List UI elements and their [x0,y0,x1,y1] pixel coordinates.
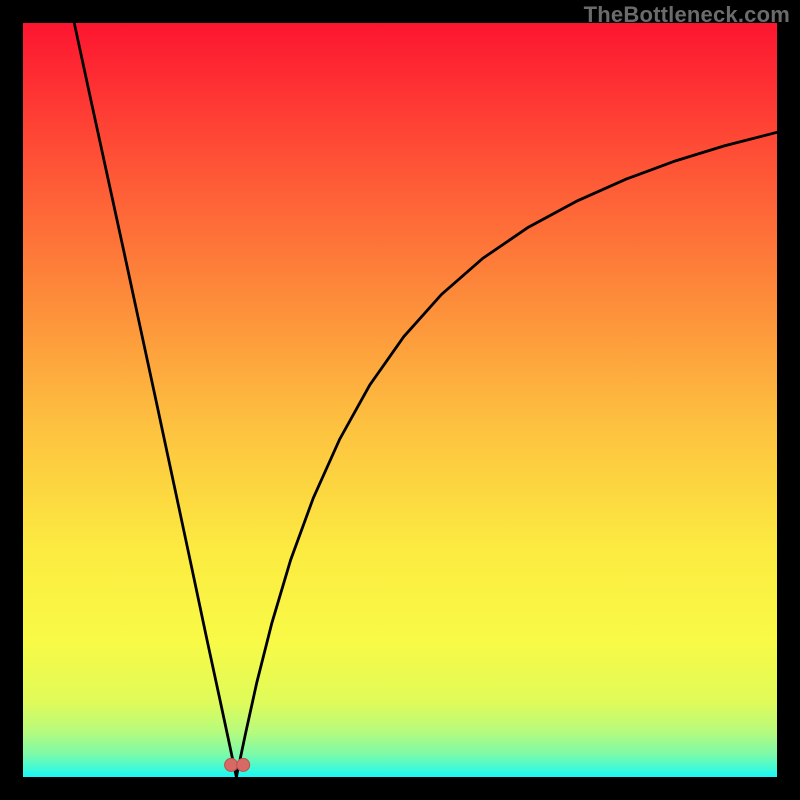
watermark-label: TheBottleneck.com [584,2,790,28]
chart-marker [237,758,250,771]
chart-plot-area [23,23,777,777]
chart-svg-layer [23,23,777,777]
chart-marker [225,758,238,771]
chart-stage: TheBottleneck.com [0,0,800,800]
chart-background [23,23,777,777]
